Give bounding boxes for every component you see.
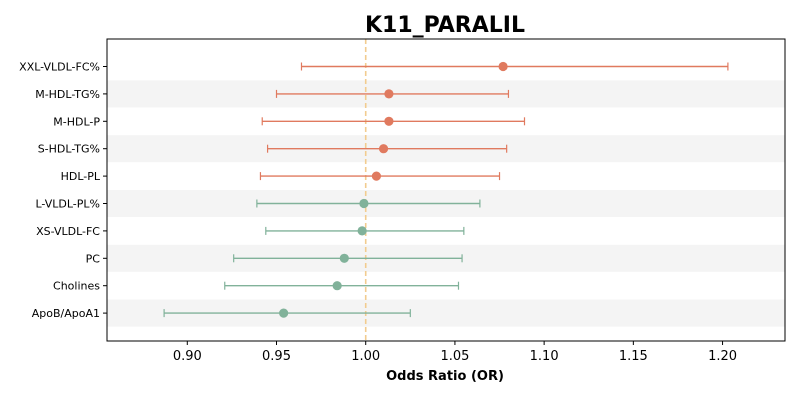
x-axis: 0.90 0.95 1.00 1.05 1.10 1.15 1.20 — [173, 341, 737, 364]
y-tick-label: HDL-PL — [61, 170, 101, 183]
x-tick-label: 0.95 — [262, 349, 291, 364]
y-tick-label: PC — [86, 252, 101, 265]
y-tick-label: XS-VLDL-FC — [36, 225, 100, 238]
or-point — [279, 308, 289, 318]
or-point — [378, 144, 389, 154]
y-tick-label: Cholines — [53, 280, 100, 293]
x-axis-label: Odds Ratio (OR) — [386, 369, 504, 384]
x-tick-label: 1.15 — [619, 349, 648, 364]
y-tick-label: S-HDL-TG% — [38, 143, 100, 156]
or-point — [384, 116, 394, 126]
x-tick-label: 1.05 — [440, 349, 469, 364]
x-tick-label: 1.00 — [351, 349, 380, 364]
y-tick-label: XXL-VLDL-FC% — [19, 61, 100, 74]
plot-frame — [106, 38, 786, 342]
or-point — [339, 253, 349, 263]
or-point — [357, 226, 367, 236]
x-tick-label: 1.20 — [708, 349, 737, 364]
or-point — [498, 61, 508, 72]
or-point — [384, 89, 394, 99]
or-point — [332, 281, 342, 291]
y-tick-label: M-HDL-TG% — [35, 88, 100, 101]
y-tick-label: ApoB/ApoA1 — [32, 307, 100, 320]
or-point — [371, 171, 382, 181]
y-tick-label: M-HDL-P — [53, 115, 100, 128]
x-tick-label: 0.90 — [173, 349, 202, 364]
y-axis: XXL-VLDL-FC% M-HDL-TG% M-HDL-P S-HDL-TG% HDL… — [19, 61, 107, 320]
or-point — [359, 198, 369, 209]
estimate-rows — [163, 61, 729, 318]
y-tick-label: L-VLDL-PL% — [35, 198, 100, 211]
chart-title: K11_PARALIL — [365, 13, 525, 38]
x-tick-label: 1.10 — [530, 349, 559, 364]
